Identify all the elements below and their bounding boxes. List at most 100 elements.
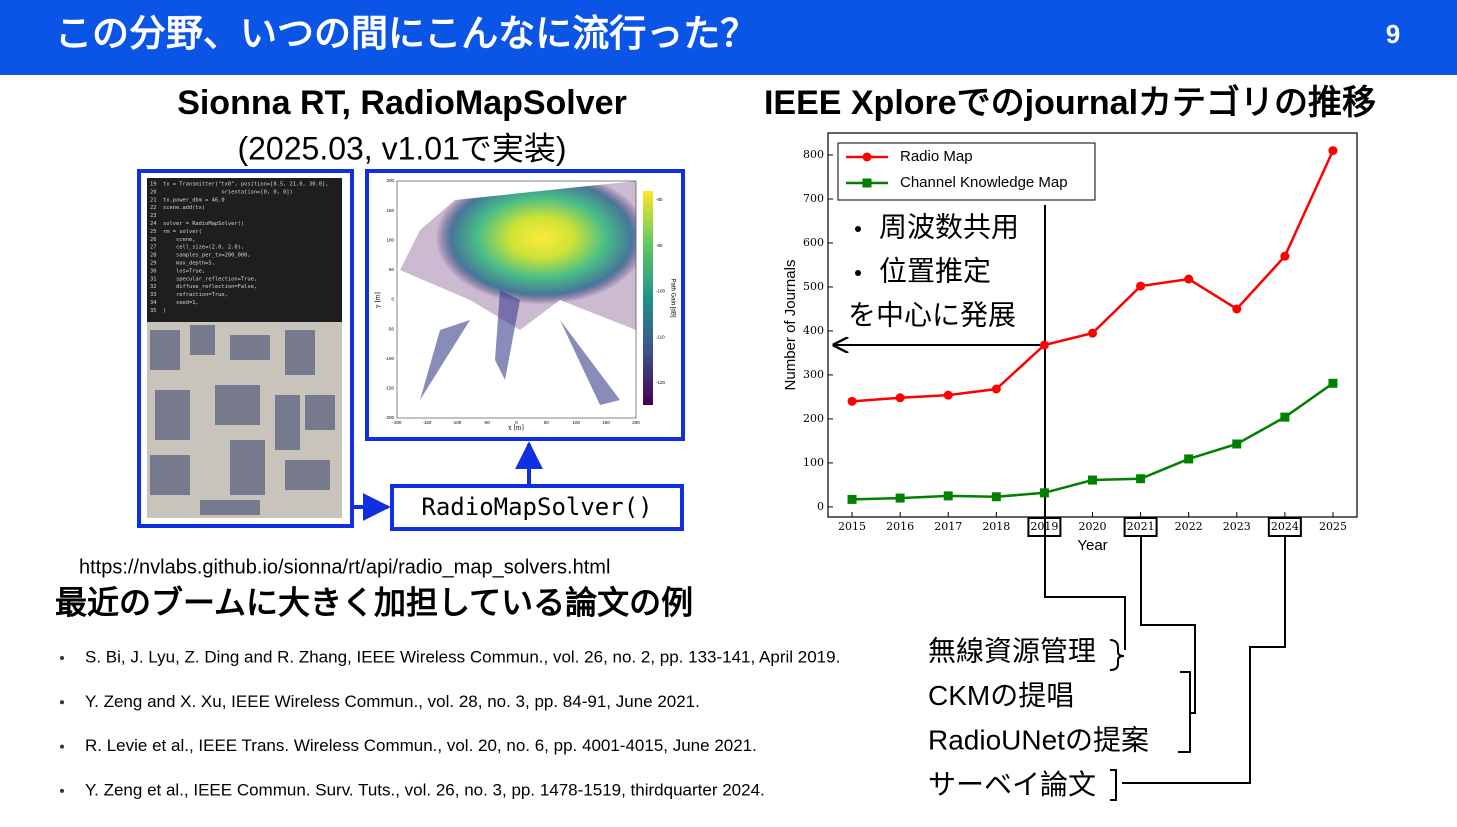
page-number: 9 — [1386, 19, 1400, 49]
radio-map-x-tick: -200 — [392, 420, 402, 425]
marker — [1136, 281, 1146, 291]
bullet — [855, 270, 861, 276]
code-line: 26 scene, — [150, 237, 195, 243]
code-line: 21 tx.power_dbm = 46.0 — [150, 197, 225, 203]
annotation: を中心に発展 — [848, 299, 1016, 330]
radio-map-x-tick: 50 — [544, 420, 550, 425]
radio-map-y-tick: -150 — [385, 386, 395, 391]
x-axis-label: Year — [1077, 537, 1107, 554]
code-line: 20 orientation=[0, 0, 0]) — [150, 189, 293, 195]
code-screenshot — [147, 178, 342, 322]
marker — [1232, 304, 1242, 314]
x-tick-label: 2018 — [982, 520, 1010, 533]
marker — [943, 390, 953, 400]
marker — [1280, 412, 1290, 422]
x-tick-label: 2024 — [1271, 520, 1299, 533]
code-line: 34 seed=1, — [150, 300, 199, 306]
milestone-label: RadioUNetの提案 — [928, 724, 1149, 755]
y-tick-label: 600 — [803, 236, 824, 249]
header-band — [0, 0, 1457, 75]
bullet — [855, 226, 861, 232]
bullet — [60, 788, 64, 793]
x-tick-label: 2017 — [934, 520, 962, 533]
y-tick-label: 0 — [817, 500, 824, 513]
slide-title: この分野、いつの間にこんなに流行った？ — [55, 13, 757, 54]
y-tick-label: 200 — [803, 412, 824, 425]
papers-title: 最近のブームに大きく加担している論文の例 — [55, 584, 693, 620]
colorbar-tick: -110 — [656, 334, 665, 339]
code-line: 27 cell_size=(2.0, 2.0), — [150, 245, 244, 251]
marker — [1280, 251, 1290, 261]
colorbar — [643, 191, 653, 405]
y-tick-label: 800 — [803, 148, 824, 161]
buildings — [150, 325, 335, 515]
y-axis-label: Number of Journals — [782, 260, 799, 391]
code-line: 25 rm = solver( — [150, 229, 202, 235]
annotation: 位置推定 — [879, 255, 991, 286]
highlight-box — [1027, 517, 1062, 537]
paper-reference: S. Bi, J. Lyu, Z. Ding and R. Zhang, IEE… — [85, 647, 840, 666]
x-tick-label: 2016 — [886, 520, 914, 533]
radio-map-x-tick: -100 — [452, 420, 462, 425]
radio-map-x-tick: -50 — [483, 420, 490, 425]
radio-map-streaks — [420, 290, 620, 405]
paper-reference: R. Levie et al., IEEE Trans. Wireless Co… — [85, 736, 757, 755]
left-subheading: (2025.03, v1.01で実装) — [237, 130, 566, 166]
legend-marker — [862, 152, 872, 162]
x-tick-label: 2025 — [1319, 520, 1347, 533]
code-line: 30 los=True, — [150, 268, 205, 274]
code-line: 19 tx = Transmitter("tx0", position=[8.5… — [150, 182, 329, 188]
milestone-label: 無線資源管理 — [928, 635, 1096, 666]
radio-map-x-tick: 100 — [572, 420, 580, 425]
marker — [991, 492, 1001, 502]
radio-map-y-tick: 150 — [386, 208, 394, 213]
marker — [991, 384, 1001, 394]
colorbar-tick: -80 — [656, 197, 663, 202]
marker — [1232, 439, 1242, 449]
solver-box — [390, 484, 684, 531]
milestone-label: サーベイ論文 — [928, 769, 1096, 800]
marker — [1088, 328, 1097, 338]
y-tick-label: 100 — [803, 456, 824, 469]
legend-box — [837, 142, 1096, 201]
radio-map-y-tick: 50 — [389, 267, 395, 272]
bullet — [60, 656, 64, 660]
code-line: 22 scene.add(tx) — [150, 205, 205, 211]
marker — [1039, 488, 1049, 498]
radio-map-y-label: y [m] — [375, 292, 382, 309]
legend-marker — [862, 178, 872, 188]
legend-label: Radio Map — [900, 148, 973, 165]
bullet — [60, 744, 64, 749]
chart-title: IEEE Xploreでのjournalカテゴリの推移 — [764, 83, 1376, 122]
radio-map-coverage — [400, 181, 636, 330]
colorbar-tick: -100 — [656, 289, 666, 294]
colorbar-label: Path Gain [dB] — [669, 278, 675, 317]
highlight-box — [1123, 517, 1158, 537]
highlight-box — [1267, 517, 1302, 537]
code-line: 24 solver = RadioMapSolver() — [150, 221, 244, 227]
code-line: 33 refraction=True, — [150, 292, 228, 298]
marker — [895, 393, 905, 403]
url: https://nvlabs.github.io/sionna/rt/api/r… — [79, 556, 610, 578]
radio-map-x-tick: -150 — [422, 420, 432, 425]
connectors — [1044, 205, 1286, 801]
marker — [1184, 454, 1194, 464]
paper-reference: Y. Zeng et al., IEEE Commun. Surv. Tuts.… — [85, 780, 765, 799]
marker — [1088, 475, 1097, 485]
marker — [1039, 340, 1049, 350]
colorbar-tick: -120 — [656, 380, 666, 385]
paper-reference: Y. Zeng and X. Xu, IEEE Wireless Commun.… — [85, 692, 700, 711]
radio-map-y-tick: 0 — [391, 297, 394, 302]
radio-map-x-tick: 150 — [602, 420, 610, 425]
milestone-label: CKMの提唱 — [928, 680, 1074, 711]
sionna-box — [137, 169, 354, 528]
radio-map-x-label: x [m] — [508, 425, 524, 432]
legend-label: Channel Knowledge Map — [900, 174, 1068, 191]
x-tick-label: 2021 — [1127, 520, 1155, 533]
x-tick-label: 2023 — [1223, 520, 1251, 533]
marker — [943, 491, 953, 501]
radio-map-y-tick: -200 — [385, 415, 395, 420]
x-tick-label: 2022 — [1175, 520, 1203, 533]
code-line: 31 specular_reflection=True, — [150, 276, 257, 282]
